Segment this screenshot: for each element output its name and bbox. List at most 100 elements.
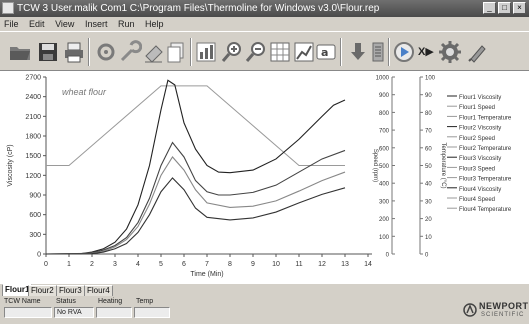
y-tick-label-left: 600	[29, 212, 41, 219]
menu-insert[interactable]: Insert	[84, 19, 108, 29]
y-tick-label-speed: 200	[379, 217, 390, 223]
status-header-name: TCW Name	[4, 298, 41, 305]
status-header-temp: Temp	[136, 298, 154, 305]
menu-edit[interactable]: Edit	[29, 19, 45, 29]
y-tick-label-temperature: 10	[425, 235, 432, 241]
y-tick-label-left: 2700	[25, 75, 41, 82]
menu-view[interactable]: View	[55, 19, 75, 29]
chart-title: wheat flour	[62, 87, 107, 97]
toolbar-separator	[88, 38, 90, 66]
newport-logo: NEWPORT SCIENTIFIC	[461, 300, 528, 322]
y-tick-label-temperature: 40	[425, 182, 432, 188]
axes-icon[interactable]	[292, 40, 316, 64]
legend-label: Flour1 Speed	[459, 105, 495, 111]
window-title: TCW 3 User.malik Com1 C:\Program Files\T…	[17, 3, 380, 14]
y-tick-label-left: 1500	[25, 153, 41, 160]
zoom-out-icon[interactable]	[244, 40, 268, 64]
viscosity-line-4	[45, 177, 346, 255]
zoom-in-icon[interactable]	[220, 40, 244, 64]
x-tick-label: 2	[90, 261, 94, 268]
legend-label: Flour3 Speed	[459, 166, 495, 172]
y-tick-label-temperature: 20	[425, 217, 432, 223]
gear-icon[interactable]	[438, 40, 462, 64]
x-tick-label: 11	[295, 261, 302, 268]
status-temp-field	[134, 307, 170, 318]
text-icon[interactable]: a	[314, 40, 338, 64]
y-axis-label-speed: Speed (rpm)	[372, 149, 378, 182]
y-tick-label-temperature: 100	[425, 76, 436, 82]
y-tick-label-left: 900	[29, 193, 41, 200]
menu-bar: File Edit View Insert Run Help	[0, 17, 529, 31]
y-tick-label-speed: 0	[386, 253, 390, 259]
x-tick-label: 9	[251, 261, 255, 268]
app-icon	[2, 2, 14, 14]
x-tick-label: 4	[136, 261, 140, 268]
y-tick-label-speed: 600	[379, 146, 390, 152]
viscosity-line-1	[46, 79, 346, 255]
status-name-field	[4, 307, 52, 318]
y-tick-label-speed: 900	[379, 93, 390, 99]
legend-label: Flour2 Temperature	[459, 146, 512, 152]
menu-run[interactable]: Run	[117, 19, 135, 29]
legend-label: Flour3 Viscosity	[459, 156, 501, 162]
save-icon[interactable]	[36, 40, 60, 64]
y-tick-label-left: 300	[29, 232, 41, 239]
download-icon[interactable]	[346, 40, 370, 64]
x-tick-label: 6	[182, 261, 186, 268]
close-button[interactable]: ×	[513, 2, 526, 14]
y-tick-label-temperature: 90	[425, 93, 432, 99]
list-icon[interactable]	[366, 40, 390, 64]
copy-icon[interactable]	[164, 40, 188, 64]
flour-tabs: Flour1 Flour2 Flour3 Flour4	[0, 284, 529, 297]
minimize-button[interactable]: _	[483, 2, 496, 14]
wrench-icon[interactable]	[118, 40, 142, 64]
status-heating-field	[96, 307, 132, 318]
x-axis-label: Time (Min)	[190, 271, 223, 278]
chart-area[interactable]: 0 1 2 3 4 5 6 7 8 9 10 11 12 13 14 0 300 600 900 1200 1500 18…	[0, 71, 529, 284]
y-tick-label-speed: 1000	[376, 76, 390, 82]
logo-subtitle: SCIENTIFIC	[481, 312, 525, 318]
grid-icon[interactable]	[268, 40, 292, 64]
toolbar-separator	[340, 38, 342, 66]
settings-icon[interactable]	[94, 40, 118, 64]
legend-label: Flour4 Viscosity	[459, 187, 501, 193]
maximize-button[interactable]: □	[498, 2, 511, 14]
x-tick-label: 7	[205, 261, 209, 268]
viscosity-chart: 0 1 2 3 4 5 6 7 8 9 10 11 12 13 1403006009001200150018…	[7, 75, 512, 279]
legend-label: Flour2 Speed	[459, 136, 495, 142]
y-tick-label-temperature: 30	[425, 199, 432, 205]
print-icon[interactable]	[62, 40, 86, 64]
menu-help[interactable]: Help	[145, 19, 164, 29]
y-tick-label-speed: 800	[379, 111, 390, 117]
chart-icon[interactable]	[194, 40, 218, 64]
run-label[interactable]: X▶	[418, 46, 434, 58]
y-axis-label-temperature: Temperature (°C)	[440, 142, 446, 188]
temperature-line	[46, 85, 345, 166]
menu-file[interactable]: File	[4, 19, 19, 29]
y-tick-label-speed: 500	[379, 164, 390, 170]
x-tick-label: 3	[113, 261, 117, 268]
legend-label: Flour4 Temperature	[459, 207, 512, 213]
y-tick-label-left: 2100	[25, 114, 41, 121]
status-header-status: Status	[56, 298, 76, 305]
record-icon[interactable]	[392, 40, 416, 64]
status-header-heating: Heating	[98, 298, 123, 305]
x-tick-label: 10	[272, 261, 280, 268]
open-folder-icon[interactable]	[8, 40, 32, 64]
toolbar-separator	[190, 38, 192, 66]
x-tick-label: 1	[67, 261, 71, 268]
y-tick-label-temperature: 60	[425, 146, 432, 152]
x-tick-label: 13	[341, 261, 349, 268]
title-bar: TCW 3 User.malik Com1 C:\Program Files\T…	[0, 0, 529, 17]
y-tick-label-left: 0	[37, 252, 41, 259]
viscosity-line-2	[45, 141, 346, 255]
y-tick-label-temperature: 70	[425, 129, 432, 135]
logo-mark-icon	[463, 303, 477, 317]
y-tick-label-speed: 700	[379, 129, 390, 135]
y-tick-label-temperature: 80	[425, 111, 432, 117]
erase-icon[interactable]	[142, 40, 166, 64]
pen-icon[interactable]	[466, 40, 490, 64]
y-tick-label-speed: 400	[379, 182, 390, 188]
y-tick-label-temperature: 50	[425, 164, 432, 170]
y-tick-label-speed: 300	[379, 199, 390, 205]
